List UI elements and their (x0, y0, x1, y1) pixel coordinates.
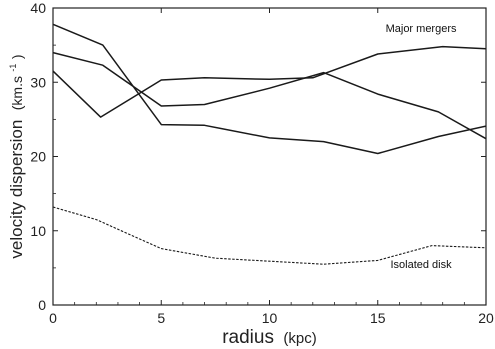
x-tick-label: 15 (370, 310, 386, 326)
series-line-1 (52, 23, 487, 155)
y-axis-unit-open: (km.s (9, 76, 25, 110)
x-axis-title: radius (kpc) (222, 327, 317, 348)
series-layer (52, 23, 487, 265)
annotation-label: Isolated disk (390, 259, 452, 271)
y-axis-label: velocity dispersion (7, 120, 26, 259)
y-tick-label: 10 (30, 223, 46, 239)
series-line-3 (52, 45, 487, 118)
x-tick-label: 10 (262, 310, 278, 326)
x-tick-label: 0 (49, 310, 57, 326)
ticks-layer (52, 7, 487, 306)
tick-labels-layer: 0 5 10 15 20 0 10 20 30 40 (30, 0, 494, 326)
y-tick-label: 40 (30, 0, 46, 16)
y-axis-title: velocity dispersion (km.s -1 ) (3, 54, 26, 258)
x-axis-label: radius (222, 327, 274, 348)
y-axis-unit-exponent: -1 (8, 64, 18, 72)
y-tick-label: 0 (38, 297, 46, 313)
x-axis-unit: (kpc) (283, 330, 316, 347)
annotation-label: Major mergers (386, 23, 457, 35)
y-tick-label: 20 (30, 149, 46, 165)
annotations-layer: Major mergers Isolated disk (386, 23, 457, 271)
series-line-2 (52, 51, 487, 140)
x-tick-label: 5 (157, 310, 165, 326)
series-line-dashed (52, 206, 487, 265)
x-tick-label: 20 (478, 310, 494, 326)
y-tick-label: 30 (30, 74, 46, 90)
y-axis-unit-close: ) (9, 54, 25, 59)
